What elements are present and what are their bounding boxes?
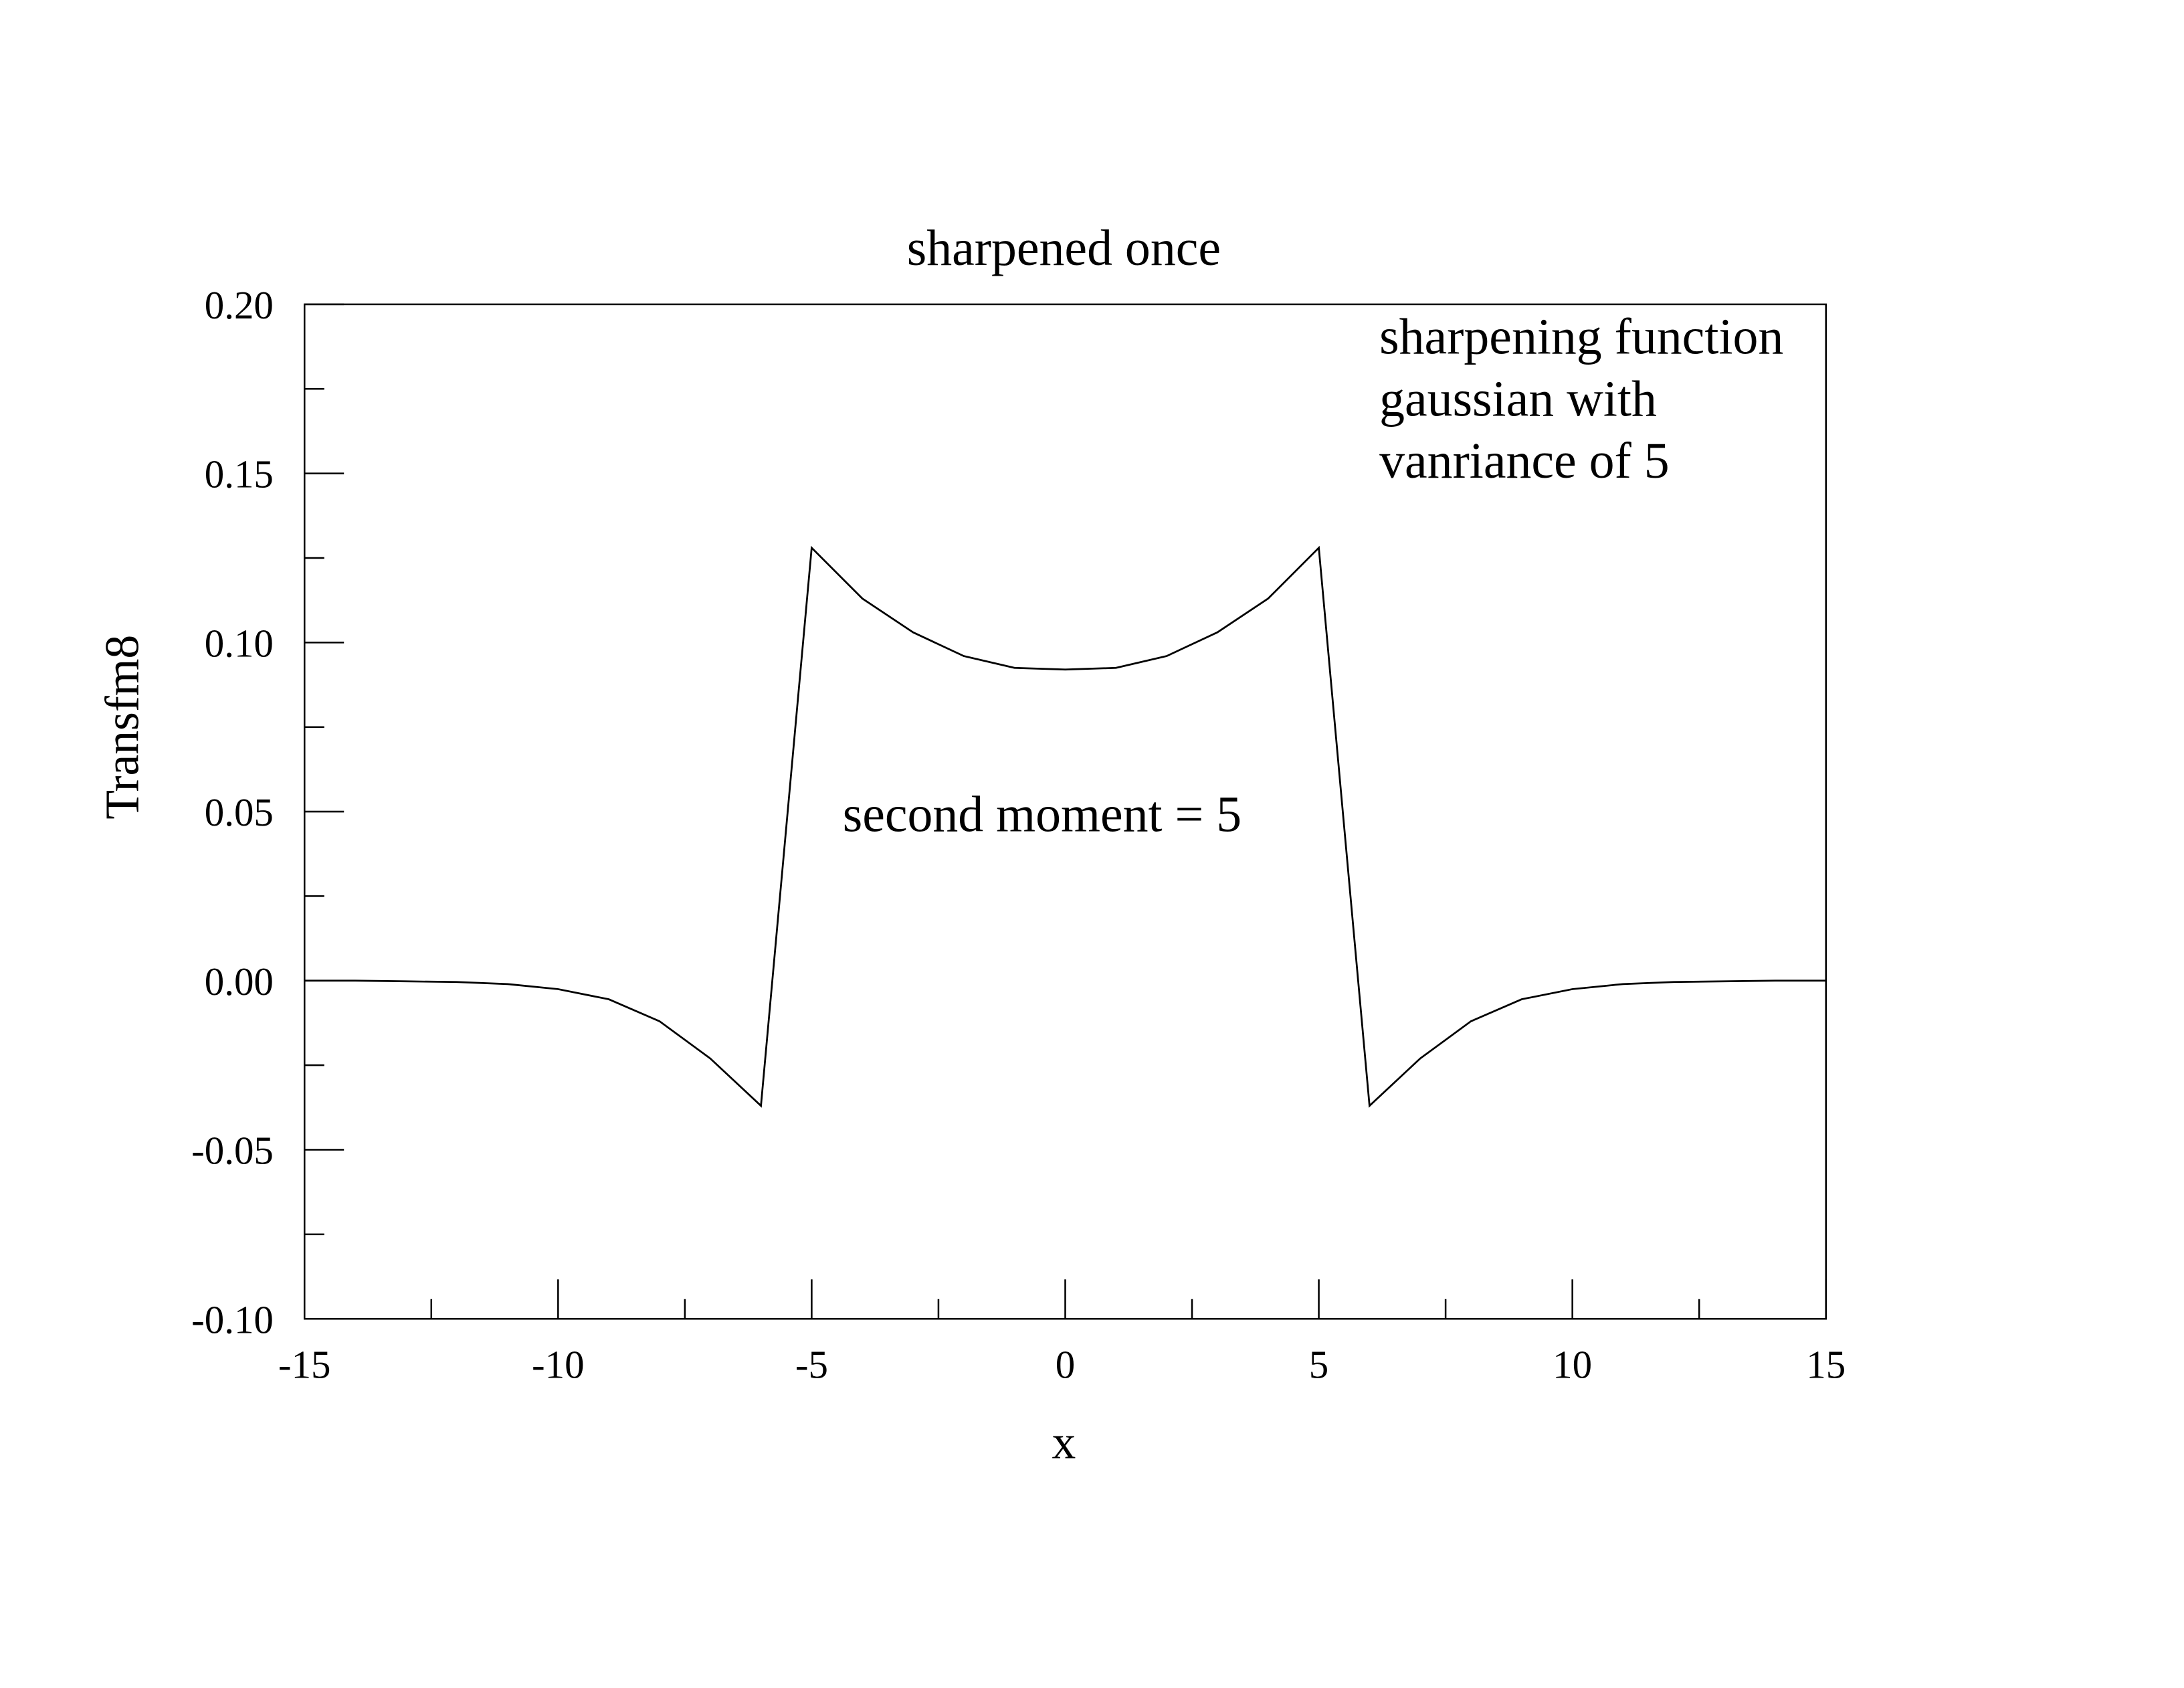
x-tick-label: 10: [1553, 1343, 1592, 1387]
x-tick-label: -15: [278, 1343, 331, 1387]
y-tick-label: 0.20: [205, 283, 274, 327]
x-tick-label: -5: [795, 1343, 828, 1387]
y-tick-label: 0.05: [205, 790, 274, 834]
y-tick-label: -0.05: [191, 1129, 274, 1173]
y-axis-label: Transfm8: [96, 635, 149, 820]
y-tick-label: -0.10: [191, 1297, 274, 1341]
annotation: sharpening function: [1379, 309, 1783, 365]
annotation: vanriance of 5: [1379, 433, 1670, 489]
x-tick-label: 5: [1309, 1343, 1328, 1387]
x-tick-label: 15: [1806, 1343, 1846, 1387]
annotation: second moment = 5: [843, 787, 1242, 843]
y-tick-label: 0.10: [205, 621, 274, 665]
x-tick-label: 0: [1056, 1343, 1075, 1387]
chart-title: sharpened once: [907, 220, 1221, 276]
annotation: gaussian with: [1379, 371, 1657, 427]
data-line: [304, 545, 1826, 1108]
x-tick-label: -10: [532, 1343, 585, 1387]
y-tick-label: 0.00: [205, 959, 274, 1004]
y-tick-label: 0.15: [205, 452, 274, 496]
x-axis-label: x: [1052, 1416, 1076, 1469]
